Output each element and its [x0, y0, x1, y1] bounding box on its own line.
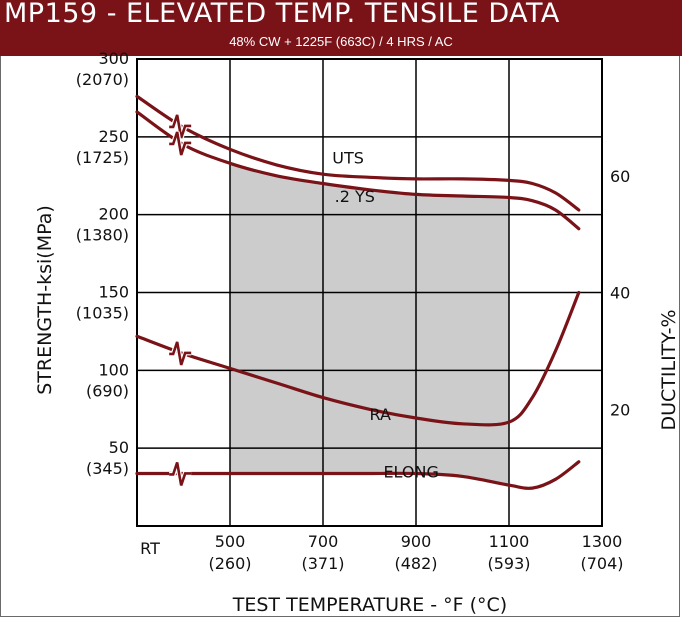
axis-break-marker — [169, 114, 192, 139]
curve-label-ra: RA — [370, 405, 391, 424]
y-tick-label: 250 — [98, 127, 129, 146]
x-axis-title: TEST TEMPERATURE - °F (°C) — [232, 594, 507, 616]
axis-break-marker — [169, 341, 192, 366]
x-tick-label-celsius: (260) — [208, 554, 251, 573]
axis-break-marker — [169, 462, 192, 486]
series-curve — [135, 110, 581, 231]
x-tick-label-celsius: (704) — [580, 554, 623, 573]
x-tick-label: 700 — [308, 532, 339, 551]
x-tick-label-celsius: (371) — [301, 554, 344, 573]
y-tick-label: 50 — [109, 438, 129, 457]
y-tick-label: 200 — [98, 205, 129, 224]
y-tick-label-mpa: (345) — [86, 459, 129, 478]
y-tick-label-mpa: (690) — [86, 381, 129, 400]
y-tick-label: 100 — [98, 360, 129, 379]
curve-label-elong: ELONG — [383, 463, 438, 482]
curve-label-uts: UTS — [332, 148, 364, 167]
x-tick-label-celsius: (593) — [487, 554, 530, 573]
series-curve — [135, 94, 581, 212]
x-tick-label: 500 — [215, 532, 246, 551]
y-right-axis-title: DUCTILITY-% — [658, 309, 680, 430]
series-elong-line — [135, 460, 581, 490]
series-uts-line — [135, 94, 581, 212]
x-tick-label: RT — [140, 539, 160, 558]
title-bar: MP159 - ELEVATED TEMP. TENSILE DATA 48% … — [0, 0, 682, 56]
y-right-tick-label: 60 — [610, 167, 630, 186]
y-tick-label-mpa: (1035) — [76, 304, 129, 323]
x-tick-label-celsius: (482) — [394, 554, 437, 573]
y-right-tick-label: 40 — [610, 284, 630, 303]
x-tick-label: 900 — [401, 532, 432, 551]
x-tick-label: 1100 — [489, 532, 530, 551]
x-tick-label: 1300 — [582, 532, 623, 551]
series-curve — [135, 290, 581, 427]
curve-label-2-ys: .2 YS — [335, 187, 375, 206]
chart-subtitle: 48% CW + 1225F (663C) / 4 HRS / AC — [229, 34, 453, 49]
series-ra-line — [135, 290, 581, 427]
chart-panel — [0, 56, 680, 617]
y-axis-title: STRENGTH-ksi(MPa) — [34, 205, 56, 395]
series--2-ys-line — [135, 110, 581, 231]
y-tick-label-mpa: (1725) — [76, 148, 129, 167]
axis-break-marker — [169, 131, 192, 156]
y-tick-label-mpa: (1380) — [76, 226, 129, 245]
y-tick-label: 300 — [98, 49, 129, 68]
y-tick-label: 150 — [98, 283, 129, 302]
series-curve — [135, 460, 581, 490]
y-tick-label-mpa: (2070) — [76, 70, 129, 89]
plot-frame — [136, 58, 603, 527]
shaded-region — [230, 163, 509, 486]
y-right-tick-label: 20 — [610, 400, 630, 419]
chart-title: MP159 - ELEVATED TEMP. TENSILE DATA — [4, 0, 560, 29]
